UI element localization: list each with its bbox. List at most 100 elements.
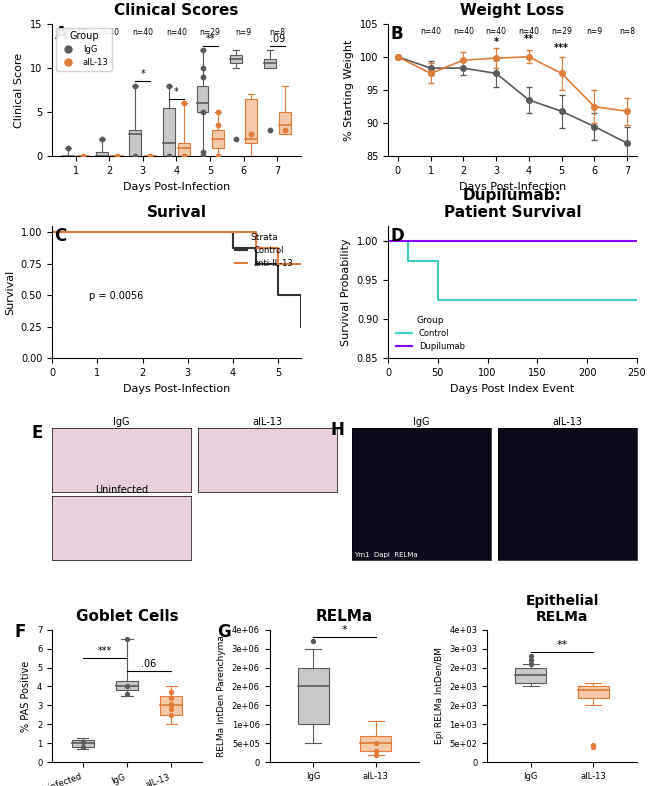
Control — [297, 322, 305, 332]
Text: ***: *** — [98, 646, 112, 656]
Y-axis label: Epi RELMa IntDen/BM: Epi RELMa IntDen/BM — [435, 648, 443, 744]
Control — [48, 227, 56, 237]
Point — [308, 634, 318, 647]
Bar — [129, 130, 141, 156]
Text: H: H — [331, 421, 345, 439]
Point — [213, 119, 223, 132]
Y-axis label: Survival: Survival — [5, 270, 15, 314]
Title: Uninfected: Uninfected — [95, 485, 148, 495]
Text: G: G — [217, 623, 231, 641]
Point — [370, 745, 381, 758]
Legend: IgG, aIL-13: IgG, aIL-13 — [56, 28, 112, 71]
Legend: Control, anti-IL-13: Control, anti-IL-13 — [231, 230, 297, 272]
Text: n=9: n=9 — [236, 28, 252, 37]
Text: *: * — [174, 87, 179, 97]
anti-IL-13 — [252, 243, 259, 252]
Title: IgG: IgG — [113, 417, 130, 427]
Point — [231, 133, 241, 145]
Line: Control: Control — [388, 241, 637, 299]
Point — [179, 97, 189, 109]
Point — [166, 700, 176, 712]
Text: n=8: n=8 — [269, 28, 285, 37]
Control — [229, 227, 237, 237]
Control — [404, 256, 412, 266]
Point — [265, 123, 275, 136]
Bar — [212, 130, 224, 148]
Text: D: D — [391, 227, 404, 245]
Bar — [298, 667, 329, 725]
Title: Epithelial
RELMa: Epithelial RELMa — [525, 594, 599, 624]
Text: .09: .09 — [270, 34, 285, 44]
Title: Surival: Surival — [146, 205, 207, 220]
Control — [434, 256, 442, 266]
Bar — [264, 59, 276, 68]
Text: n=40: n=40 — [133, 28, 153, 37]
Point — [166, 703, 176, 715]
Text: Ym1  Dapi  RELMa: Ym1 Dapi RELMa — [354, 552, 418, 558]
Legend: Control, Dupilumab: Control, Dupilumab — [392, 312, 468, 354]
Point — [198, 71, 208, 83]
Point — [198, 61, 208, 74]
Text: n=9: n=9 — [586, 27, 603, 36]
Point — [164, 150, 174, 163]
Point — [166, 709, 176, 722]
Bar — [116, 681, 138, 690]
Point — [526, 657, 536, 670]
Bar — [279, 112, 291, 134]
Text: n=29: n=29 — [200, 28, 220, 37]
anti-IL-13 — [274, 243, 282, 252]
Bar — [163, 108, 175, 156]
Point — [370, 737, 381, 750]
Text: n=40: n=40 — [65, 28, 86, 37]
Text: **: ** — [524, 34, 534, 43]
Y-axis label: % PAS Positive: % PAS Positive — [21, 660, 31, 732]
Point — [122, 633, 132, 645]
Point — [213, 150, 223, 163]
anti-IL-13 — [274, 259, 282, 268]
Point — [166, 686, 176, 699]
anti-IL-13 — [297, 259, 305, 268]
Text: C: C — [55, 227, 67, 245]
Point — [96, 133, 107, 145]
Point — [130, 150, 140, 163]
Line: Control: Control — [52, 232, 301, 327]
Bar — [515, 667, 547, 683]
anti-IL-13 — [48, 227, 56, 237]
Text: E: E — [31, 424, 42, 443]
Title: Weight Loss: Weight Loss — [460, 3, 565, 18]
Y-axis label: RELMa IntDen Parenchyma: RELMa IntDen Parenchyma — [217, 635, 226, 757]
Title: Dupilumab:
Patient Survival: Dupilumab: Patient Survival — [444, 188, 581, 220]
Text: .06: .06 — [142, 659, 157, 670]
Control — [274, 259, 282, 268]
Control — [252, 243, 259, 252]
Point — [78, 150, 88, 163]
Control — [252, 259, 259, 268]
Point — [198, 145, 208, 158]
Point — [122, 680, 132, 692]
Y-axis label: % Starting Weight: % Starting Weight — [344, 39, 354, 141]
Point — [145, 150, 155, 163]
Point — [198, 106, 208, 119]
Point — [78, 735, 88, 747]
Title: aIL-13: aIL-13 — [552, 417, 582, 427]
Point — [112, 150, 122, 163]
Text: *: * — [342, 625, 347, 635]
Text: n=29: n=29 — [551, 27, 572, 36]
Control — [274, 291, 282, 300]
Text: A: A — [55, 25, 68, 43]
Text: F: F — [14, 623, 26, 641]
Y-axis label: Survival Probability: Survival Probability — [341, 238, 351, 346]
Text: n=40: n=40 — [486, 27, 506, 36]
Y-axis label: Clinical Score: Clinical Score — [14, 53, 24, 127]
Text: **: ** — [556, 641, 567, 651]
Text: n=40: n=40 — [519, 27, 540, 36]
Bar — [246, 99, 257, 143]
Point — [78, 741, 88, 754]
Control — [229, 243, 237, 252]
Text: n=40: n=40 — [99, 28, 120, 37]
X-axis label: Days Post Index Event: Days Post Index Event — [450, 384, 575, 394]
Point — [588, 741, 599, 754]
Point — [179, 150, 189, 163]
Point — [198, 44, 208, 57]
Title: Clinical Scores: Clinical Scores — [114, 3, 239, 18]
